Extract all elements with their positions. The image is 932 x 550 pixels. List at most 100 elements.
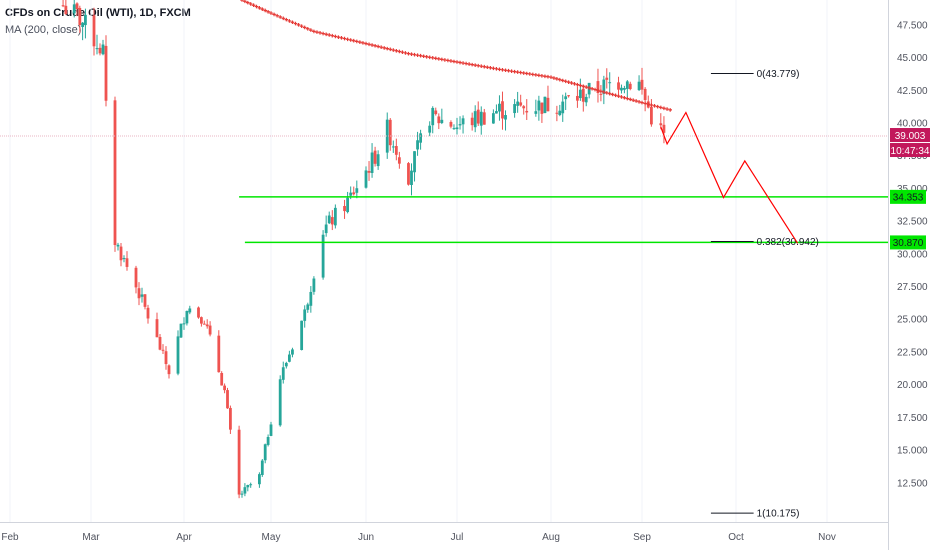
candle-body: [258, 474, 261, 485]
ma-marker: [287, 19, 292, 23]
candle-body: [98, 47, 102, 54]
projection-path: [660, 111, 799, 244]
indicator-legend: MA (200, close): [5, 24, 82, 36]
ma-marker: [272, 12, 276, 17]
candle-body: [437, 116, 441, 124]
ma-marker: [560, 78, 565, 83]
candle-body: [522, 106, 526, 109]
candle-body: [260, 460, 264, 475]
ma-marker: [248, 2, 253, 6]
candle-body: [543, 96, 547, 114]
ma-marker: [415, 53, 420, 58]
ma-marker: [593, 87, 597, 92]
ma-marker: [452, 59, 456, 64]
ma-marker: [464, 61, 468, 66]
candle-body: [146, 307, 150, 319]
candle-body: [516, 101, 520, 106]
ma-marker: [400, 50, 405, 55]
candle-body: [182, 323, 186, 325]
candle-body: [81, 22, 85, 27]
candle-body: [208, 325, 212, 335]
ma-marker: [572, 81, 577, 86]
candle-body: [622, 88, 626, 90]
candle-body: [628, 83, 632, 90]
ma-marker: [342, 36, 347, 41]
ma-marker: [488, 65, 493, 70]
candle-body: [158, 336, 162, 350]
y-tick-label: 17.500: [897, 413, 928, 424]
ma-marker: [318, 31, 322, 35]
ma-marker: [336, 35, 341, 39]
ma-marker: [625, 96, 630, 101]
ma-marker: [546, 74, 550, 79]
candle-body: [599, 93, 603, 95]
candle-body: [119, 246, 123, 261]
candle-body: [243, 487, 247, 494]
candle-body: [605, 77, 609, 80]
ma-marker: [521, 71, 526, 75]
current-price-tag: [890, 128, 930, 143]
ma-marker: [367, 42, 371, 47]
ma-marker: [643, 101, 647, 106]
candle-body: [75, 3, 79, 10]
candle-body: [625, 81, 629, 89]
ma-marker: [563, 79, 568, 84]
candle-body: [364, 170, 368, 188]
ma-marker: [324, 32, 328, 37]
candle-body: [558, 110, 562, 116]
candle-body: [155, 319, 159, 338]
candle-body: [176, 336, 180, 374]
ma-marker: [537, 73, 541, 78]
candle-body: [188, 308, 192, 313]
y-tick-label: 25.000: [897, 315, 928, 326]
candle-body: [388, 119, 392, 146]
y-tick-label: 12.500: [897, 478, 928, 489]
candle-body: [327, 215, 331, 224]
candle-body: [343, 206, 346, 212]
candle-body: [197, 307, 200, 318]
ma-marker: [527, 72, 532, 76]
candle-body: [92, 15, 96, 47]
ma-marker: [443, 58, 447, 62]
ma-marker: [503, 68, 508, 73]
ma-marker: [655, 104, 660, 109]
ma-marker: [243, 0, 247, 4]
ma-marker: [299, 24, 304, 28]
candle-body: [237, 429, 241, 495]
ma-marker: [382, 46, 386, 50]
ma-marker: [662, 106, 666, 111]
candle-body: [394, 146, 398, 155]
candle-body: [64, 5, 68, 14]
ma-marker: [566, 80, 571, 84]
candle-body: [479, 111, 483, 126]
ma-marker: [361, 41, 365, 45]
ma-marker: [659, 105, 663, 110]
candle-body: [61, 5, 65, 7]
ma-marker: [333, 34, 338, 39]
candle-body: [349, 192, 353, 196]
candle-body: [546, 97, 550, 112]
ma-marker: [461, 61, 465, 65]
candle-body: [555, 112, 559, 114]
y-tick-label: 42.500: [897, 86, 928, 97]
ma-marker: [524, 71, 529, 76]
fib-level-label: 0(43.779): [757, 69, 800, 80]
ma-marker: [518, 70, 523, 75]
candle-body: [458, 124, 462, 126]
ma-marker: [406, 51, 411, 56]
candle-body: [291, 349, 294, 355]
ma-marker: [339, 36, 344, 40]
candle-body: [617, 82, 620, 90]
ma-marker: [458, 60, 462, 65]
candle-body: [419, 133, 422, 143]
candle-body: [501, 101, 504, 119]
candle-body: [303, 309, 307, 321]
candle-body: [637, 81, 641, 91]
ma-marker: [581, 84, 586, 89]
y-tick-label: 35.000: [897, 184, 928, 195]
ma-marker: [315, 30, 319, 34]
ma-marker: [394, 48, 399, 53]
x-tick-label: Jul: [451, 532, 464, 543]
ma-marker: [506, 68, 511, 73]
